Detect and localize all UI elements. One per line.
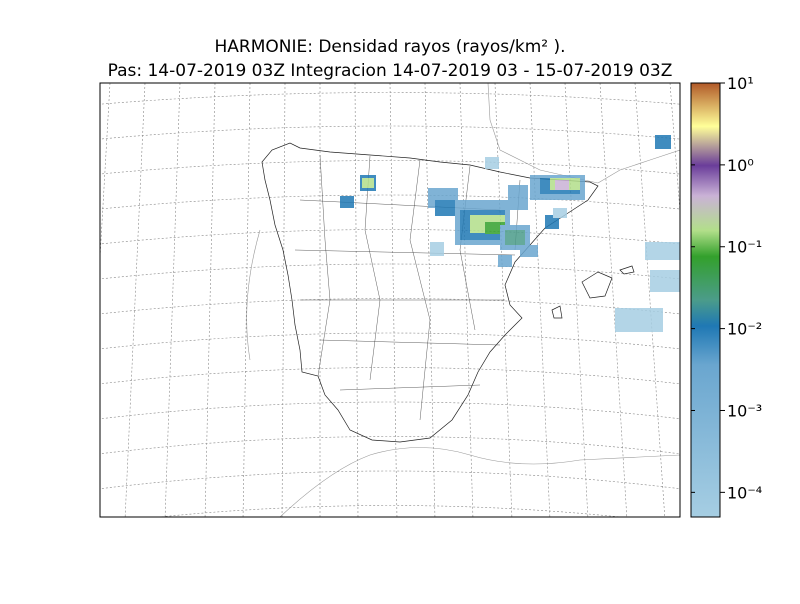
- lightning-cells: [340, 135, 680, 332]
- africa-coast: [279, 447, 680, 517]
- colorbar-tick-label: 10⁻²: [727, 320, 762, 339]
- colorbar-gradient: [690, 82, 721, 518]
- map-area: [100, 83, 680, 517]
- title: HARMONIE: Densidad rayos (rayos/km² ).: [214, 37, 565, 57]
- iberia-coast: [261, 142, 599, 443]
- colorbar: 10¹ 10⁰ 10⁻¹ 10⁻² 10⁻³ 10⁻⁴: [690, 74, 762, 518]
- colorbar-tick-label: 10⁰: [727, 156, 754, 175]
- map-frame: [99, 82, 681, 518]
- province-borders: [294, 154, 521, 421]
- colorbar-tick-label: 10⁻⁴: [727, 483, 762, 502]
- colorbar-tick-label: 10⁻¹: [727, 238, 762, 257]
- graticule: [100, 83, 680, 517]
- sea-line: [246, 229, 261, 361]
- subtitle: Pas: 14-07-2019 03Z Integracion 14-07-20…: [108, 61, 673, 81]
- france-coast: [487, 83, 680, 184]
- colorbar-tick-label: 10⁻³: [727, 401, 762, 420]
- colorbar-tick-label: 10¹: [727, 74, 754, 93]
- balearic-islands: [551, 265, 635, 319]
